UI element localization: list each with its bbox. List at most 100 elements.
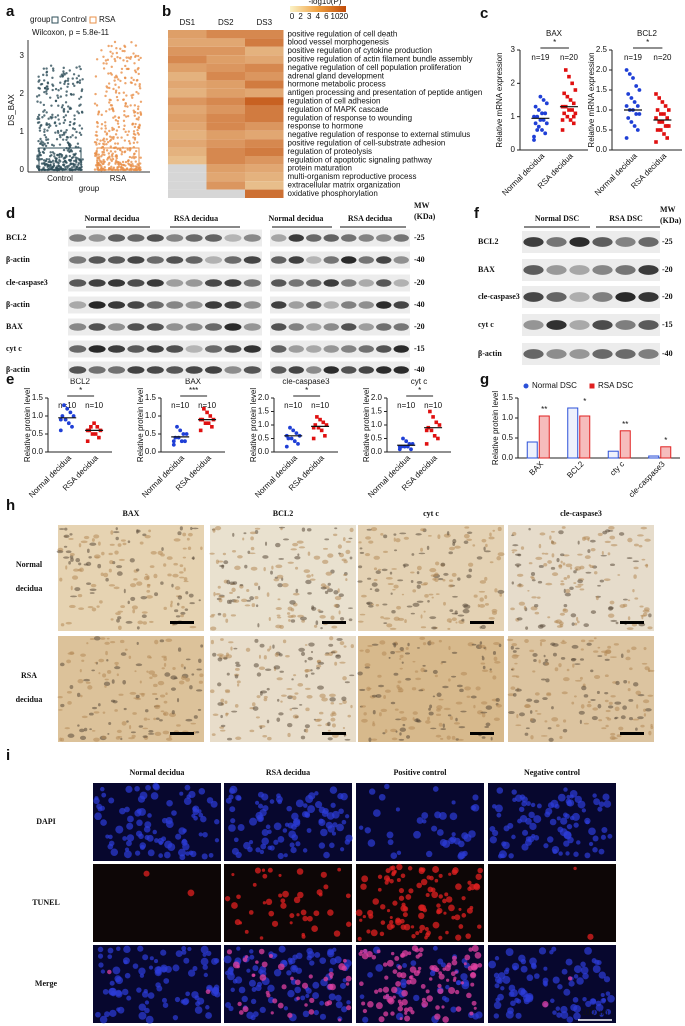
data-point bbox=[58, 428, 63, 433]
texture-dot bbox=[620, 653, 624, 659]
texture-dot bbox=[358, 565, 363, 569]
texture-dot bbox=[36, 157, 39, 161]
texture-dot bbox=[126, 114, 130, 118]
texture-dot bbox=[144, 1007, 150, 1014]
texture-dot bbox=[357, 936, 362, 941]
texture-dot bbox=[512, 650, 517, 653]
heatmap-cell bbox=[168, 30, 207, 39]
sig-label: ** bbox=[541, 405, 547, 414]
y-tick-label: 0.5 bbox=[258, 434, 270, 443]
texture-dot bbox=[560, 1005, 568, 1014]
texture-dot bbox=[104, 59, 108, 62]
texture-dot bbox=[275, 564, 283, 569]
texture-dot bbox=[587, 549, 591, 553]
texture-dot bbox=[391, 737, 398, 741]
texture-dot bbox=[182, 556, 187, 559]
texture-dot bbox=[479, 641, 483, 645]
texture-dot bbox=[184, 608, 189, 612]
texture-dot bbox=[120, 71, 123, 74]
texture-dot bbox=[94, 661, 98, 664]
texture-dot bbox=[98, 142, 101, 145]
texture-dot bbox=[345, 540, 352, 543]
texture-dot bbox=[390, 651, 395, 655]
texture-dot bbox=[485, 705, 493, 710]
mw-title: MW bbox=[414, 201, 430, 210]
texture-dot bbox=[220, 714, 223, 719]
texture-dot bbox=[323, 851, 330, 859]
column-header: DS1 bbox=[179, 18, 195, 27]
texture-dot bbox=[415, 677, 422, 681]
data-point bbox=[92, 421, 96, 425]
texture-dot bbox=[521, 829, 529, 836]
texture-dot bbox=[132, 164, 135, 168]
texture-dot bbox=[229, 599, 232, 605]
texture-dot bbox=[605, 716, 610, 719]
texture-dot bbox=[277, 835, 285, 843]
texture-dot bbox=[467, 886, 472, 891]
texture-dot bbox=[58, 709, 63, 711]
texture-dot bbox=[329, 842, 335, 849]
texture-dot bbox=[140, 595, 148, 600]
texture-dot bbox=[233, 599, 240, 603]
texture-dot bbox=[462, 608, 470, 614]
texture-dot bbox=[569, 586, 574, 591]
texture-dot bbox=[589, 539, 596, 543]
texture-dot bbox=[122, 836, 128, 841]
heatmap-cell bbox=[168, 130, 207, 140]
texture-dot bbox=[78, 543, 82, 548]
texture-dot bbox=[116, 166, 119, 169]
texture-dot bbox=[151, 692, 158, 696]
texture-dot bbox=[228, 1005, 234, 1012]
texture-dot bbox=[76, 142, 80, 145]
texture-dot bbox=[136, 131, 140, 135]
texture-dot bbox=[591, 715, 598, 721]
texture-dot bbox=[54, 99, 58, 103]
texture-dot bbox=[389, 915, 393, 919]
texture-dot bbox=[122, 542, 127, 546]
texture-dot bbox=[63, 119, 67, 122]
texture-dot bbox=[149, 620, 154, 623]
texture-dot bbox=[463, 604, 471, 609]
texture-dot bbox=[378, 684, 385, 688]
texture-dot bbox=[582, 997, 587, 1002]
texture-dot bbox=[117, 736, 123, 738]
panel-label: f bbox=[474, 205, 480, 222]
blot-header: Normal decidua bbox=[269, 214, 324, 223]
texture-dot bbox=[181, 946, 187, 951]
texture-dot bbox=[48, 165, 52, 169]
texture-dot bbox=[93, 102, 97, 105]
texture-dot bbox=[556, 816, 561, 821]
texture-dot bbox=[410, 612, 415, 615]
blot-band bbox=[615, 320, 636, 330]
texture-dot bbox=[547, 560, 552, 564]
texture-dot bbox=[473, 594, 478, 598]
texture-dot bbox=[526, 974, 534, 982]
texture-dot bbox=[367, 577, 372, 580]
texture-dot bbox=[385, 576, 393, 580]
row-label: Merge bbox=[35, 979, 58, 988]
texture-dot bbox=[330, 701, 335, 705]
texture-dot bbox=[133, 69, 137, 72]
data-point bbox=[65, 406, 70, 411]
texture-dot bbox=[448, 987, 456, 994]
texture-dot bbox=[105, 62, 108, 65]
texture-dot bbox=[470, 695, 477, 699]
y-tick-label: 0.5 bbox=[371, 434, 383, 443]
texture-dot bbox=[247, 846, 253, 853]
texture-dot bbox=[350, 704, 353, 709]
y-tick-label: 0.5 bbox=[502, 433, 514, 442]
y-tick-label: 3 bbox=[511, 45, 516, 54]
texture-dot bbox=[116, 142, 120, 145]
texture-dot bbox=[536, 712, 542, 715]
texture-dot bbox=[107, 947, 114, 954]
blot-band bbox=[546, 237, 567, 247]
texture-dot bbox=[102, 711, 106, 714]
texture-dot bbox=[101, 735, 107, 739]
texture-dot bbox=[136, 529, 139, 534]
texture-dot bbox=[78, 97, 81, 101]
texture-dot bbox=[256, 672, 262, 677]
texture-dot bbox=[115, 47, 118, 50]
texture-dot bbox=[225, 618, 229, 623]
texture-dot bbox=[577, 800, 586, 809]
texture-dot bbox=[191, 673, 195, 676]
